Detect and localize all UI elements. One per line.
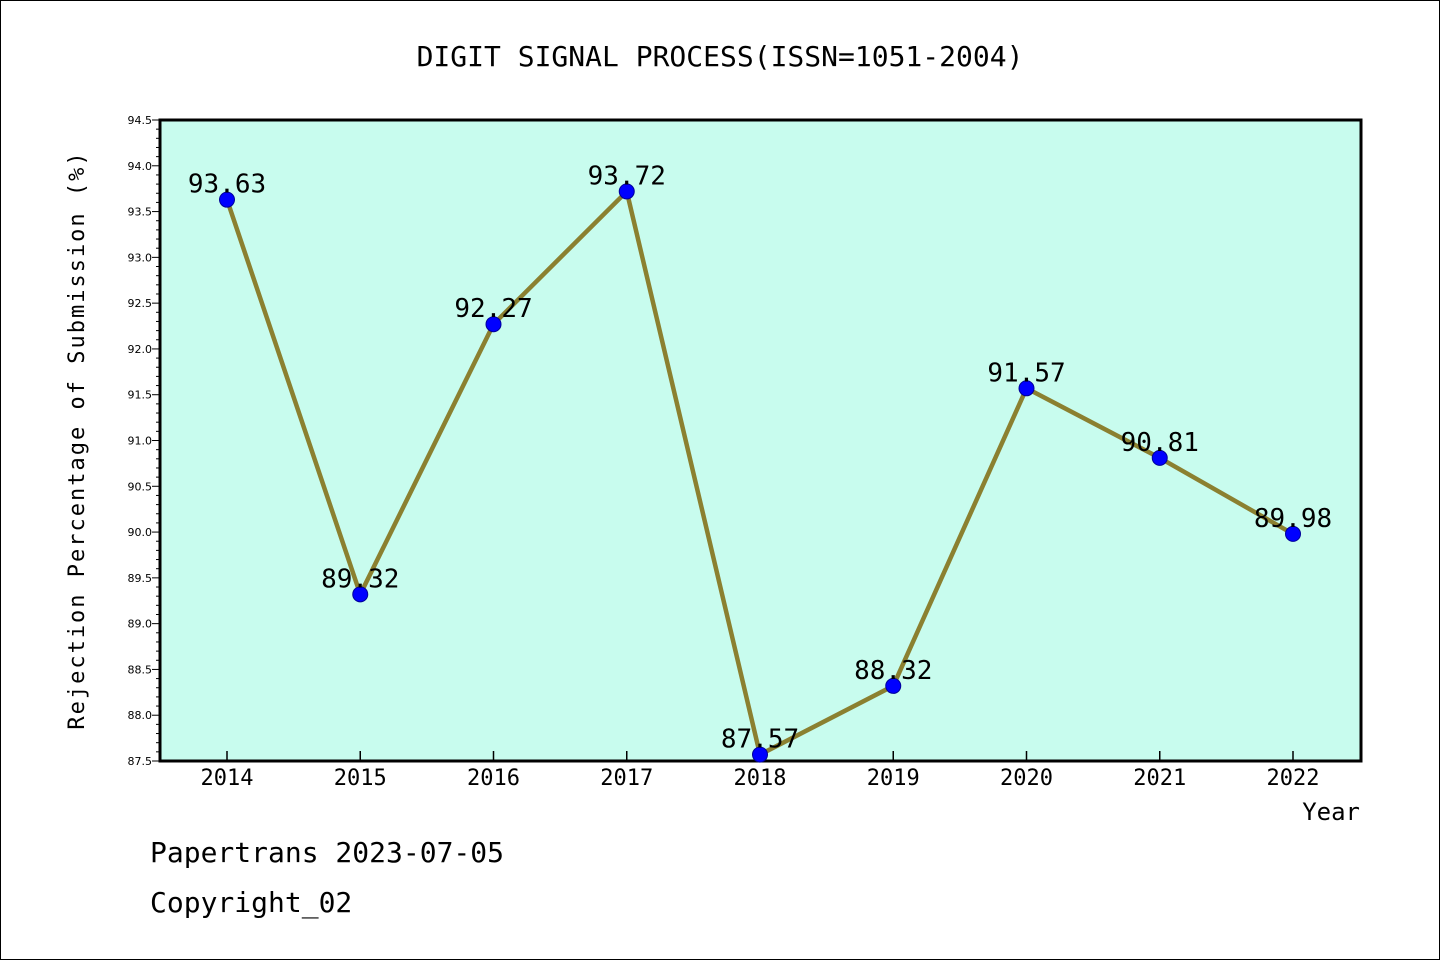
data-label: 93.72: [588, 161, 666, 191]
y-tick-label: 93.0: [128, 251, 153, 264]
data-point: [618, 183, 635, 200]
chart-title: DIGIT SIGNAL PROCESS(ISSN=1051-2004): [417, 40, 1024, 73]
data-point: [485, 316, 502, 333]
y-tick-label: 88.5: [128, 663, 153, 676]
footer-copyright: Copyright_02: [150, 886, 353, 919]
x-axis: 2014 2015 2016 2017 2018 2019 2020 2021 2022: [201, 751, 1320, 791]
x-axis-label: Year: [1302, 798, 1360, 826]
y-tick-label: 94.5: [128, 114, 153, 127]
data-point: [885, 677, 902, 694]
x-tick-label: 2019: [867, 766, 920, 791]
data-point: [352, 586, 369, 603]
plot-area: [158, 118, 1363, 763]
y-axis: 87.5 88.0 88.5 89.0 89.5 90.0 90.5 91.0 91.5 92.0…: [128, 114, 160, 768]
y-tick-label: 90.5: [128, 480, 153, 493]
data-point: [1285, 525, 1301, 542]
data-label: 92.27: [454, 294, 532, 324]
y-tick-label: 91.0: [128, 435, 153, 448]
data-label: 93.63: [188, 170, 266, 200]
data-label: 89.98: [1254, 504, 1332, 534]
data-label: 89.32: [321, 564, 399, 594]
x-tick-label: 2016: [467, 766, 520, 791]
data-labels: 93.63 89.32 92.27 93.72 87.57 88.32 91.57 90.81…: [188, 161, 1332, 754]
data-points: [219, 183, 1301, 763]
y-tick-label: 89.5: [128, 572, 153, 585]
y-tick-label: 89.0: [128, 618, 153, 631]
footer-source: Papertrans 2023-07-05: [150, 836, 505, 869]
x-tick-label: 2020: [1000, 766, 1053, 791]
data-label: 90.81: [1121, 428, 1199, 458]
x-tick-label: 2014: [201, 766, 254, 791]
y-tick-label: 94.0: [128, 160, 153, 173]
y-tick-label: 91.5: [128, 389, 153, 402]
x-tick-label: 2017: [600, 766, 653, 791]
data-point: [219, 191, 235, 208]
y-tick-label: 92.5: [128, 297, 153, 310]
data-point: [1018, 380, 1035, 397]
data-label: 91.57: [987, 358, 1065, 388]
y-tick-label: 87.5: [128, 755, 153, 768]
y-tick-label: 92.0: [128, 343, 153, 356]
x-tick-label: 2021: [1133, 766, 1186, 791]
x-tick-label: 2015: [334, 766, 387, 791]
data-point: [752, 746, 768, 763]
data-point: [1151, 449, 1168, 466]
y-axis-label: Rejection Percentage of Submission (%): [65, 150, 90, 729]
x-tick-label: 2018: [734, 766, 787, 791]
y-tick-label: 93.5: [128, 206, 153, 219]
data-label: 88.32: [854, 656, 932, 686]
y-tick-label: 90.0: [128, 526, 153, 539]
x-tick-label: 2022: [1267, 766, 1320, 791]
data-label: 87.57: [721, 725, 799, 755]
y-tick-label: 88.0: [128, 709, 153, 722]
